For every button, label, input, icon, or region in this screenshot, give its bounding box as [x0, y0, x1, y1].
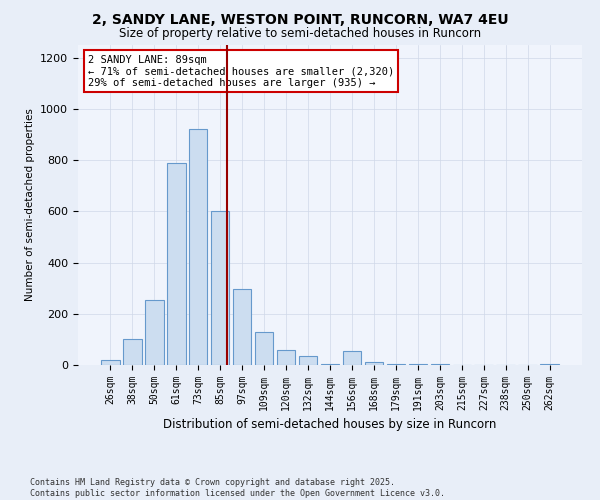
- Bar: [145, 300, 164, 365]
- Bar: [320, 364, 340, 365]
- Text: Size of property relative to semi-detached houses in Runcorn: Size of property relative to semi-detach…: [119, 28, 481, 40]
- Bar: [386, 364, 405, 365]
- X-axis label: Distribution of semi-detached houses by size in Runcorn: Distribution of semi-detached houses by …: [163, 418, 497, 432]
- Bar: [409, 364, 427, 365]
- Bar: [255, 332, 274, 365]
- Bar: [299, 356, 317, 365]
- Bar: [189, 130, 208, 365]
- Bar: [431, 364, 449, 365]
- Bar: [123, 340, 142, 365]
- Y-axis label: Number of semi-detached properties: Number of semi-detached properties: [25, 108, 35, 302]
- Bar: [541, 364, 559, 365]
- Bar: [343, 351, 361, 365]
- Text: 2, SANDY LANE, WESTON POINT, RUNCORN, WA7 4EU: 2, SANDY LANE, WESTON POINT, RUNCORN, WA…: [92, 12, 508, 26]
- Bar: [233, 290, 251, 365]
- Bar: [365, 362, 383, 365]
- Bar: [167, 163, 185, 365]
- Bar: [277, 350, 295, 365]
- Bar: [101, 360, 119, 365]
- Text: 2 SANDY LANE: 89sqm
← 71% of semi-detached houses are smaller (2,320)
29% of sem: 2 SANDY LANE: 89sqm ← 71% of semi-detach…: [88, 54, 394, 88]
- Text: Contains HM Land Registry data © Crown copyright and database right 2025.
Contai: Contains HM Land Registry data © Crown c…: [30, 478, 445, 498]
- Bar: [211, 212, 229, 365]
